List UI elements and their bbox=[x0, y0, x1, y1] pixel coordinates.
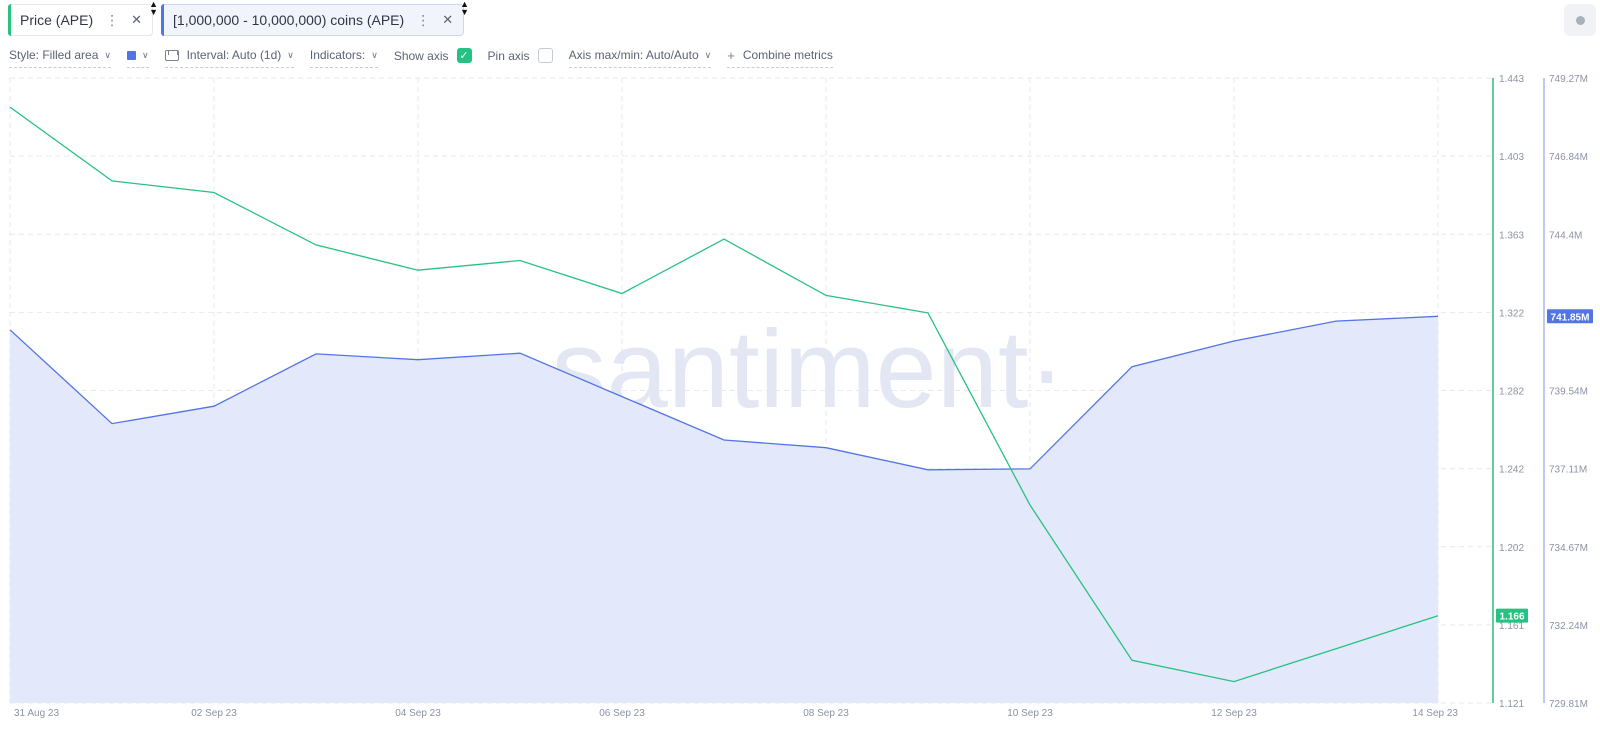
dot-icon bbox=[1575, 15, 1585, 25]
drag-handle-icon[interactable]: ▲ ▼ bbox=[460, 0, 470, 17]
price-last-value-badge bbox=[1496, 608, 1528, 623]
x-tick-label: 12 Sep 23 bbox=[1211, 708, 1257, 719]
price-last-value-text: 1.166 bbox=[1499, 612, 1524, 623]
chart-toolbar: Style: Filled area ∨ ∨ Interval: Auto (1… bbox=[9, 46, 849, 68]
x-tick-label: 31 Aug 23 bbox=[14, 708, 59, 719]
holders-tick-label: 737.11M bbox=[1549, 465, 1587, 476]
combine-label: Combine metrics bbox=[742, 48, 833, 62]
chevron-down-icon: ∨ bbox=[704, 49, 712, 60]
holders-last-value-text: 741.85M bbox=[1551, 312, 1590, 323]
price-axis-ticks: 1.443 1.403 1.363 1.322 1.282 1.242 1.202 1.161… bbox=[1499, 74, 1524, 710]
holders-series-line bbox=[9, 315, 1439, 471]
price-tick-label: 1.282 bbox=[1499, 387, 1524, 398]
chevron-down-icon: ∨ bbox=[287, 49, 294, 60]
show-axis-toggle[interactable]: Show axis ✓ bbox=[394, 47, 472, 68]
price-series-line bbox=[9, 106, 1439, 683]
ruler-icon bbox=[164, 49, 179, 61]
tab-holders-1m-10m[interactable]: [1,000,000 - 10,000,000) coins (APE) ⋮ ✕… bbox=[161, 0, 469, 36]
x-tick-label: 14 Sep 23 bbox=[1412, 708, 1458, 719]
pin-axis-label: Pin axis bbox=[487, 48, 530, 63]
holders-tick-label: 746.84M bbox=[1549, 152, 1588, 163]
pin-axis-toggle[interactable]: Pin axis bbox=[488, 47, 553, 68]
price-tick-label: 1.363 bbox=[1499, 230, 1524, 241]
close-icon[interactable]: ✕ bbox=[442, 12, 454, 27]
x-tick-label: 06 Sep 23 bbox=[599, 708, 645, 719]
chevron-down-icon: ∨ bbox=[141, 49, 149, 60]
show-axis-label: Show axis bbox=[393, 48, 449, 63]
holders-tick-label: 739.54M bbox=[1549, 387, 1588, 398]
more-vertical-icon[interactable]: ⋮ bbox=[105, 11, 120, 28]
last-value-badges: 1.166 741.85M bbox=[1496, 309, 1593, 623]
holders-axis-ticks: 749.27M746.84M744.4M741.97M739.54M737.11… bbox=[1549, 74, 1588, 710]
tab-price-ape[interactable]: Price (APE) ⋮ ✕ ▲ ▼ bbox=[8, 0, 158, 36]
color-dropdown[interactable]: ∨ bbox=[126, 46, 149, 68]
tab-label: [1,000,000 - 10,000,000) coins (APE) bbox=[173, 12, 405, 28]
more-vertical-icon[interactable]: ⋮ bbox=[416, 11, 431, 28]
interval-dropdown[interactable]: Interval: Auto (1d) ∨ bbox=[164, 46, 294, 68]
price-tick-label: 1.242 bbox=[1499, 465, 1524, 476]
price-tick-label: 1.322 bbox=[1499, 308, 1524, 319]
close-icon[interactable]: ✕ bbox=[131, 12, 143, 27]
tab-label: Price (APE) bbox=[20, 12, 94, 28]
price-tick-label: 1.121 bbox=[1499, 699, 1524, 710]
axis-minmax-label: Axis max/min: Auto/Auto bbox=[568, 48, 699, 62]
style-label: Style: Filled area bbox=[9, 48, 99, 62]
x-tick-label: 08 Sep 23 bbox=[803, 708, 849, 719]
style-dropdown[interactable]: Style: Filled area ∨ bbox=[9, 46, 111, 68]
price-tick-label: 1.403 bbox=[1499, 152, 1524, 163]
settings-dot-button[interactable] bbox=[1564, 4, 1596, 36]
price-tick-label: 1.443 bbox=[1499, 74, 1524, 85]
checkbox-checked-icon[interactable]: ✓ bbox=[456, 48, 472, 63]
price-tick-label: 1.202 bbox=[1499, 543, 1524, 554]
chevron-down-icon: ∨ bbox=[371, 49, 378, 60]
color-swatch bbox=[126, 50, 136, 60]
interval-label: Interval: Auto (1d) bbox=[186, 48, 282, 62]
holders-area-fill bbox=[10, 316, 1438, 703]
drag-handle-icon[interactable]: ▲ ▼ bbox=[149, 0, 159, 17]
chevron-down-icon: ∨ bbox=[104, 49, 111, 60]
holders-tick-label: 749.27M bbox=[1549, 74, 1588, 85]
holders-tick-label: 732.24M bbox=[1549, 621, 1588, 632]
combine-metrics-button[interactable]: + Combine metrics bbox=[727, 46, 833, 68]
indicators-label: Indicators: bbox=[309, 48, 366, 62]
x-axis-ticks: 31 Aug 23 02 Sep 23 04 Sep 23 06 Sep 23 08 S… bbox=[14, 708, 1458, 719]
price-tick-label: 1.161 bbox=[1499, 621, 1524, 632]
holders-tick-label: 729.81M bbox=[1549, 699, 1588, 710]
x-tick-label: 10 Sep 23 bbox=[1007, 708, 1053, 719]
tab-color-bar bbox=[8, 4, 11, 36]
checkbox-unchecked-icon[interactable] bbox=[537, 48, 553, 63]
plus-icon: + bbox=[727, 47, 735, 63]
x-tick-label: 02 Sep 23 bbox=[191, 708, 237, 719]
indicators-dropdown[interactable]: Indicators: ∨ bbox=[309, 46, 378, 68]
holders-last-value-badge bbox=[1547, 309, 1593, 324]
tab-color-bar bbox=[161, 4, 165, 36]
holders-tick-label: 744.4M bbox=[1549, 230, 1582, 241]
x-tick-label: 04 Sep 23 bbox=[395, 708, 441, 719]
metric-tabs: Price (APE) ⋮ ✕ ▲ ▼ [1,000,000 - 10,000,0… bbox=[8, 0, 469, 38]
holders-tick-label: 734.67M bbox=[1549, 543, 1588, 554]
axis-minmax-dropdown[interactable]: Axis max/min: Auto/Auto ∨ bbox=[568, 46, 712, 68]
